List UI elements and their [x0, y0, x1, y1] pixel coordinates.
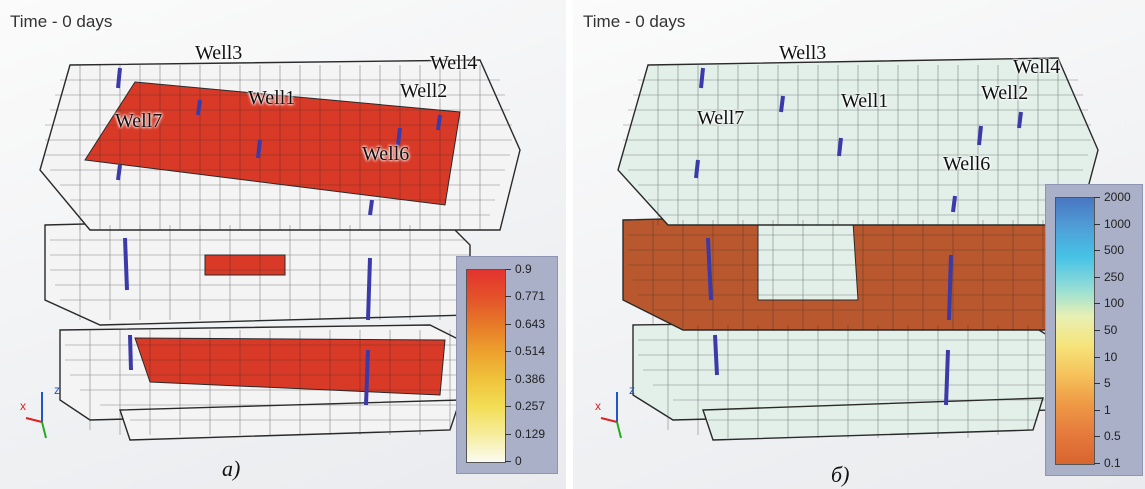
well-label-2: Well2: [981, 82, 1029, 104]
legend-tick: [1094, 197, 1100, 198]
legend-tick: [1094, 330, 1100, 331]
well-label-2: Well2: [400, 80, 448, 102]
axis-triad-icon: z x: [20, 383, 60, 439]
svg-text:x: x: [20, 399, 26, 413]
legend-tick: [1094, 250, 1100, 252]
well-label-4: Well4: [430, 52, 478, 74]
legend-tick: [1094, 276, 1100, 278]
legend-tick: [1094, 436, 1100, 438]
well-stems: [116, 67, 442, 406]
well-label-4: Well4: [1013, 56, 1061, 78]
legend-tick: [505, 296, 511, 298]
layer-bottom: [59, 324, 471, 441]
legend-tick-label: 0.386: [515, 371, 546, 386]
legend-tick-label: 2000: [1104, 190, 1131, 204]
legend-tick-label: 10: [1104, 349, 1118, 364]
legend-tick: [505, 351, 511, 353]
well-label-6: Well6: [943, 153, 991, 175]
legend-tick: [505, 461, 511, 462]
well-label-3: Well3: [195, 42, 243, 64]
caption-b: б): [831, 462, 850, 487]
caption-a: a): [222, 456, 241, 481]
legend-tick-label: 5: [1104, 376, 1111, 391]
legend-tick-label: 500: [1104, 243, 1125, 258]
legend-tick: [1094, 303, 1100, 305]
grid-view-a[interactable]: [0, 0, 566, 489]
legend-tick: [1094, 356, 1100, 358]
well-stems: [694, 67, 1023, 406]
legend-tick: [1094, 409, 1100, 411]
legend-tick-label: 50: [1104, 323, 1118, 337]
well-label-1: Well1: [841, 90, 889, 112]
grid-lines: [45, 65, 512, 435]
legend-tick: [505, 323, 511, 325]
legend-tick: [505, 269, 511, 270]
legend-tick-label: 1: [1104, 402, 1111, 417]
well-label-6: Well6: [362, 143, 410, 165]
panel-a: Time - 0 days: [0, 0, 566, 489]
svg-text:z: z: [629, 383, 635, 397]
legend-a-colorbar: [466, 269, 506, 463]
grid-view-b[interactable]: [573, 0, 1145, 489]
legend-tick: [505, 433, 511, 435]
legend-tick-label: 100: [1104, 296, 1125, 311]
well-label-3: Well3: [779, 42, 827, 64]
legend-tick: [505, 406, 511, 408]
legend-tick: [1094, 383, 1100, 385]
legend-b: 2000 1000 500 250 100 50 10 5 1 0.5 0.1: [1045, 184, 1143, 476]
layer-middle: [622, 209, 1064, 331]
legend-tick-label: 1000: [1104, 216, 1131, 231]
well-label-7: Well7: [697, 107, 745, 129]
axis-triad-icon: z x: [595, 383, 635, 439]
svg-text:x: x: [595, 399, 601, 413]
legend-tick-label: 0.514: [515, 344, 546, 359]
legend-tick-label: 0.643: [515, 316, 546, 331]
legend-tick-label: 0.5: [1104, 429, 1121, 444]
legend-tick-label: 0.9: [515, 262, 532, 276]
legend-tick: [1094, 463, 1100, 464]
panel-divider: [566, 0, 573, 489]
svg-text:z: z: [54, 383, 60, 397]
time-label: Time - 0 days: [583, 12, 686, 31]
legend-tick: [505, 378, 511, 380]
time-label: Time - 0 days: [10, 12, 113, 31]
legend-tick-label: 0.1: [1104, 456, 1121, 470]
legend-tick-label: 0.129: [515, 426, 546, 441]
legend-tick-label: 0.771: [515, 289, 546, 304]
panel-b: Time - 0 days: [573, 0, 1145, 489]
grid-lines: [623, 65, 1091, 438]
legend-tick-label: 250: [1104, 269, 1125, 284]
well-label-7: Well7: [115, 110, 163, 132]
legend-tick: [1094, 223, 1100, 225]
legend-tick-label: 0: [515, 454, 522, 468]
legend-b-colorbar: [1055, 197, 1095, 465]
well-label-1: Well1: [248, 87, 296, 109]
legend-tick-label: 0.257: [515, 399, 546, 414]
legend-a: 0.9 0.771 0.643 0.514 0.386 0.257 0.129 0: [456, 256, 558, 474]
